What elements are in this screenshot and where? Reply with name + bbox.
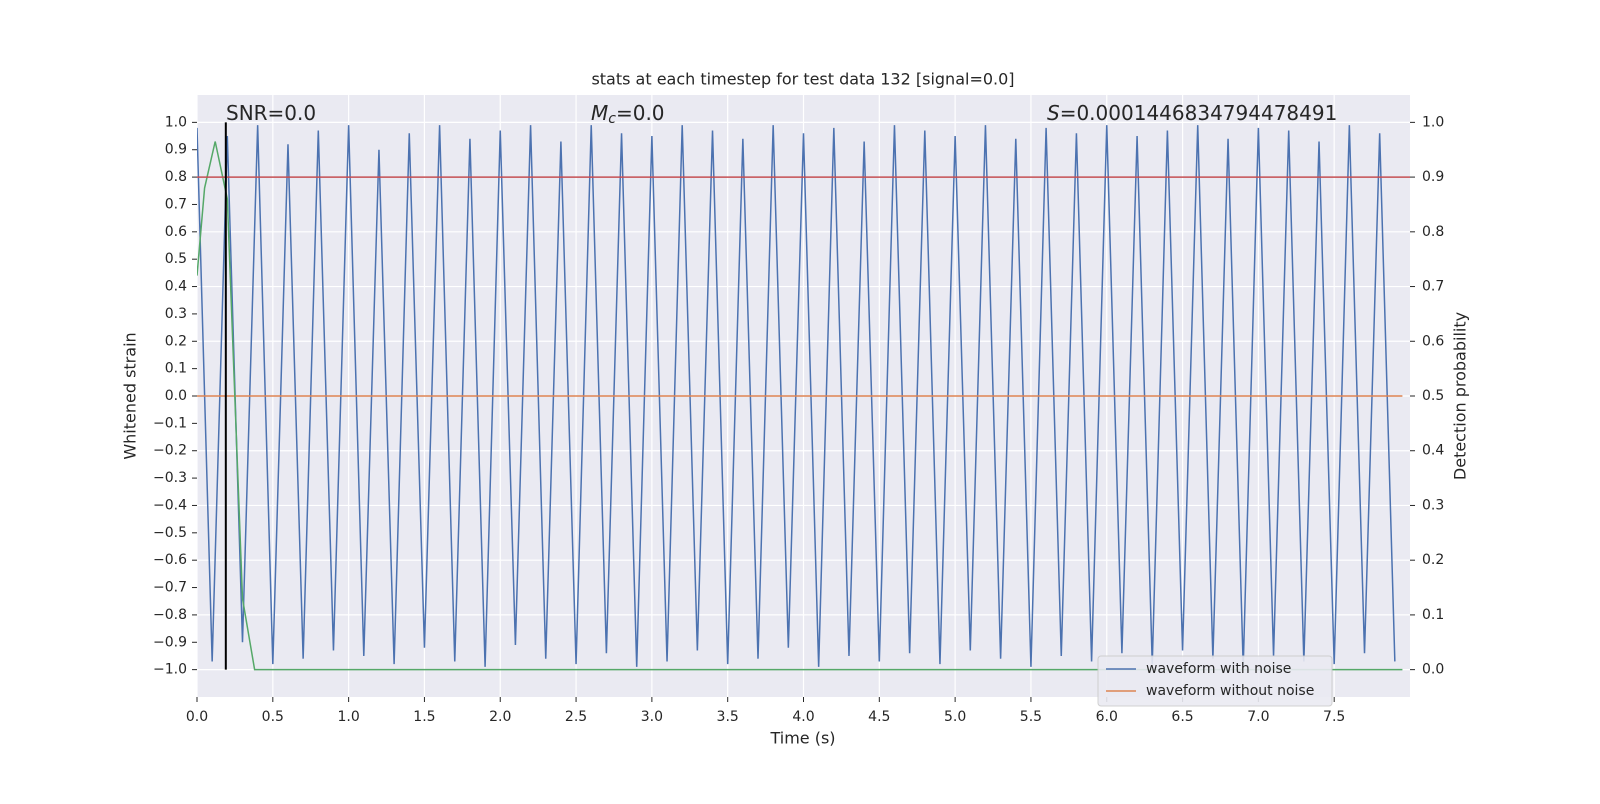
legend-box [1097, 655, 1333, 707]
y2-axis-label: Detection probability [1451, 312, 1470, 480]
x-tick-label: 5.0 [944, 709, 966, 725]
y2-tick-label: 0.0 [1422, 662, 1444, 678]
probability-line [197, 141, 1403, 671]
x-tick-label: 0.5 [262, 709, 284, 725]
x-tick-label: 6.5 [1171, 709, 1193, 725]
y2-tick-label: 0.1 [1422, 607, 1444, 623]
x-tick-label: 1.5 [413, 709, 435, 725]
x-tick-label: 2.5 [565, 709, 587, 725]
x-tick-label: 7.5 [1323, 709, 1345, 725]
annotation-text: =0.0001446834794478491 [1060, 101, 1338, 125]
x-tick-label: 7.0 [1247, 709, 1269, 725]
y2-tick-label: 0.8 [1422, 224, 1444, 240]
annotation-symbol: S [1047, 101, 1060, 125]
x-tick-label: 2.0 [489, 709, 511, 725]
series-line [197, 125, 1396, 667]
annotation: Mc=0.0 [591, 101, 665, 128]
y-tick-label: 0.2 [165, 333, 187, 349]
y-tick-label: 1.0 [165, 114, 187, 130]
legend-label: waveform without noise [1146, 683, 1314, 699]
y-tick-label: 0.1 [165, 361, 187, 377]
y2-tick-label: 0.3 [1422, 497, 1444, 513]
y-tick-label: 0.3 [165, 306, 187, 322]
x-axis-label: Time (s) [769, 729, 835, 748]
y2-tick-label: 0.9 [1422, 169, 1444, 185]
x-tick-label: 4.0 [792, 709, 814, 725]
annotation-subscript: c [608, 111, 616, 127]
legend: waveform with noise waveform without nois… [1097, 655, 1333, 707]
y-tick-label: 0.9 [165, 142, 187, 158]
y-tick-label: 0.0 [165, 388, 187, 404]
plot-lines [197, 122, 1410, 671]
y-tick-label: 0.6 [165, 224, 187, 240]
y2-tick-label: 0.5 [1422, 388, 1444, 404]
legend-label: waveform with noise [1146, 661, 1291, 677]
x-tick-label: 6.0 [1096, 709, 1118, 725]
annotation: S=0.0001446834794478491 [1047, 101, 1337, 125]
y2-tick-label: 0.6 [1422, 333, 1444, 349]
annotation-text: SNR=0.0 [226, 101, 316, 125]
x-tick-label: 3.0 [641, 709, 663, 725]
y-tick-label: −0.9 [153, 634, 187, 650]
y-tick-label: 0.5 [165, 251, 187, 267]
y-tick-label: 0.4 [165, 279, 187, 295]
x-tick-label: 4.5 [868, 709, 890, 725]
y-tick-label: −0.4 [153, 497, 187, 513]
y-axis-label: Whitened strain [121, 332, 140, 459]
y-tick-label: 0.8 [165, 169, 187, 185]
y-tick-label: −0.3 [153, 470, 187, 486]
y-tick-label: −0.1 [153, 415, 187, 431]
annotation-text: =0.0 [616, 101, 665, 125]
chart-title: stats at each timestep for test data 132… [591, 70, 1014, 89]
y2-tick-label: 0.2 [1422, 552, 1444, 568]
x-tick-label: 0.0 [186, 709, 208, 725]
y-tick-label: −0.6 [153, 552, 187, 568]
y-tick-label: −0.8 [153, 607, 187, 623]
annotation: SNR=0.0 [226, 101, 316, 125]
y-tick-label: −1.0 [153, 662, 187, 678]
x-tick-label: 1.0 [337, 709, 359, 725]
y-tick-label: 0.7 [165, 196, 187, 212]
y2-tick-label: 0.7 [1422, 279, 1444, 295]
y2-tick-label: 1.0 [1422, 114, 1444, 130]
y-tick-label: −0.7 [153, 580, 187, 596]
y-tick-label: −0.2 [153, 443, 187, 459]
annotation-symbol: M [591, 101, 608, 125]
y2-tick-label: 0.4 [1422, 443, 1444, 459]
x-tick-label: 3.5 [717, 709, 739, 725]
x-tick-label: 5.5 [1020, 709, 1042, 725]
y-tick-label: −0.5 [153, 525, 187, 541]
